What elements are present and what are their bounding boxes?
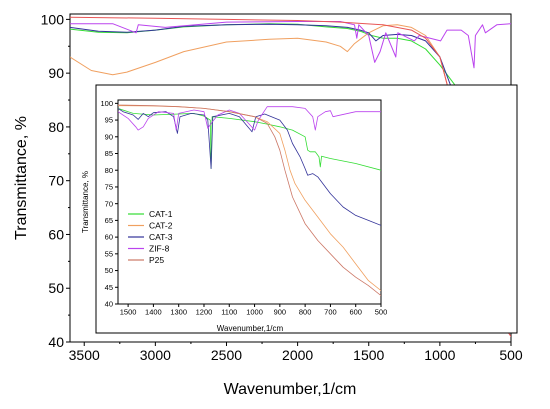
main-y-tick-label: 70 [48, 173, 64, 189]
inset-y-tick-label: 85 [105, 149, 113, 158]
inset-y-axis-label: Transmittance, % [81, 171, 90, 233]
inset-x-tick-label: 700 [324, 308, 337, 317]
inset-y-tick-label: 75 [105, 183, 113, 192]
inset-chart: 1500 1400 1300 1200 1100 1000 900 800 700 600 500 4… [81, 84, 518, 334]
main-x-tick-label: 3000 [140, 347, 171, 363]
inset-x-tick-label: 1200 [196, 308, 213, 317]
inset-y-tick-label: 45 [105, 283, 113, 292]
legend-label-cat-1: CAT-1 [149, 209, 173, 219]
inset-x-tick-label: 1100 [221, 308, 237, 317]
inset-series-zif-8 [118, 106, 381, 131]
main-y-tick-label: 100 [41, 11, 65, 27]
inset-x-tick-label: 600 [349, 308, 362, 317]
inset-y-tick-label: 50 [105, 266, 113, 275]
main-y-tick-label: 80 [48, 119, 64, 135]
inset-y-tick-label: 80 [105, 166, 113, 175]
inset-series-group [118, 104, 381, 296]
inset-x-tick-label: 500 [375, 308, 388, 317]
inset-y-tick-label: 55 [105, 249, 113, 258]
main-x-tick-label: 500 [499, 347, 523, 363]
inset-plot-frame [117, 99, 382, 305]
inset-x-tick-label: 1400 [145, 308, 162, 317]
inset-axes-group: 1500 1400 1300 1200 1100 1000 900 800 700 600 500 4… [100, 99, 387, 317]
inset-y-tick-label: 60 [105, 233, 113, 242]
legend-label-zif-8: ZIF-8 [149, 244, 170, 254]
main-x-tick-label: 3500 [69, 347, 100, 363]
main-y-tick-label: 40 [48, 334, 64, 350]
inset-y-tick-label: 95 [105, 116, 113, 125]
main-x-axis-label: Wavenumber,1/cm [224, 381, 357, 398]
inset-y-tick-label: 65 [105, 216, 113, 225]
main-y-tick-label: 60 [48, 226, 64, 242]
inset-y-tick-label: 90 [105, 132, 113, 141]
main-axes-group: 3500 3000 2500 2000 1500 1000 5004050607080901… [41, 11, 523, 363]
main-y-tick-label: 50 [48, 280, 64, 296]
main-series-zif-8 [70, 21, 511, 69]
main-y-axis-label: Transmittance, % [13, 116, 30, 240]
inset-background [95, 84, 518, 334]
inset-x-tick-label: 1500 [120, 308, 137, 317]
legend-label-cat-2: CAT-2 [149, 221, 173, 231]
main-y-tick-label: 90 [48, 65, 64, 81]
main-x-tick-label: 2000 [282, 347, 313, 363]
inset-x-tick-label: 1000 [246, 308, 263, 317]
inset-x-axis-label: Wavenumber,1/cm [217, 324, 284, 333]
main-chart: 3500 3000 2500 2000 1500 1000 5004050607080901… [13, 11, 523, 398]
main-x-tick-label: 1500 [353, 347, 384, 363]
main-x-tick-label: 2500 [211, 347, 242, 363]
inset-x-tick-label: 1300 [170, 308, 187, 317]
inset-y-tick-label: 40 [105, 300, 113, 309]
inset-y-tick-label: 100 [100, 99, 113, 108]
inset-y-tick-label: 70 [105, 199, 113, 208]
legend-label-cat-3: CAT-3 [149, 232, 173, 242]
inset-series-p25 [118, 104, 381, 296]
inset-series-cat-3 [118, 108, 381, 226]
legend-label-p25: P25 [149, 255, 164, 265]
main-x-tick-label: 1000 [424, 347, 455, 363]
inset-x-tick-label: 800 [299, 308, 312, 317]
inset-x-tick-label: 900 [274, 308, 287, 317]
